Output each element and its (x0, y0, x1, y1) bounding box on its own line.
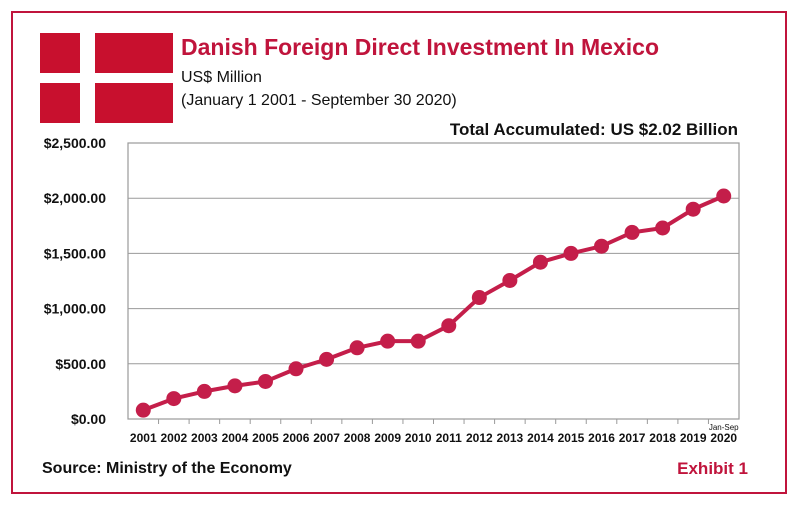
x-tick-label: 2014 (527, 431, 554, 445)
x-tick-label: 2009 (374, 431, 401, 445)
data-point (685, 201, 701, 217)
data-point (655, 220, 671, 236)
chart-title: Danish Foreign Direct Investment In Mexi… (181, 34, 659, 60)
data-point (319, 351, 335, 367)
x-tick-label: 2008 (344, 431, 371, 445)
x-tick-label: 2003 (191, 431, 218, 445)
y-tick-label: $0.00 (71, 411, 106, 427)
total-accumulated: Total Accumulated: US $2.02 Billion (449, 120, 738, 139)
x-tick-label: 2007 (313, 431, 340, 445)
grid-layer (127, 142, 740, 424)
x-tick-label: 2001 (130, 431, 157, 445)
chart-frame (11, 11, 787, 494)
y-tick-label: $1,000.00 (44, 301, 106, 317)
y-tick-label: $1,500.00 (44, 245, 106, 261)
data-point (257, 373, 273, 389)
data-point (624, 224, 640, 240)
x-tick-label: 2020 (710, 431, 737, 445)
y-tick-label: $2,000.00 (44, 190, 106, 206)
plot-area (127, 142, 740, 420)
x-tick-label: 2010 (405, 431, 432, 445)
series-layer (135, 188, 732, 418)
x-tick-label: 2002 (160, 431, 187, 445)
x-tick-label: 2005 (252, 431, 279, 445)
x-axis-labels: 2001 2002 2003 2004 2005 2006 2007 2008 2009 2010… (130, 423, 739, 445)
data-point (196, 383, 212, 399)
x-tick-label: 2016 (588, 431, 615, 445)
y-tick-label: $500.00 (55, 356, 106, 372)
data-point (349, 340, 365, 356)
x-tick-label: 2004 (222, 431, 249, 445)
x-tick-label: 2012 (466, 431, 493, 445)
data-point (502, 272, 518, 288)
data-point (563, 245, 579, 261)
data-point (135, 402, 151, 418)
x-tick-label: 2015 (558, 431, 585, 445)
data-point (227, 378, 243, 394)
x-tick-label: 2011 (436, 431, 462, 445)
x-tick-note: Jan-Sep (709, 423, 739, 432)
data-point (166, 391, 182, 407)
data-point (716, 188, 732, 204)
source-note: Source: Ministry of the Economy (42, 460, 292, 477)
data-point (288, 361, 304, 377)
chart-period: (January 1 2001 - September 30 2020) (181, 92, 457, 109)
chart-unit: US$ Million (181, 69, 262, 86)
x-tick-label: 2017 (619, 431, 646, 445)
x-tick-label: 2013 (497, 431, 524, 445)
data-point (380, 333, 396, 349)
denmark-flag-icon (40, 33, 173, 123)
y-tick-label: $2,500.00 (44, 135, 106, 151)
x-tick-label: 2018 (649, 431, 676, 445)
data-point (471, 290, 487, 306)
exhibit-label: Exhibit 1 (677, 459, 748, 478)
x-tick-label: 2006 (283, 431, 310, 445)
y-axis-labels: $0.00 $500.00 $1,000.00 $1,500.00 $2,000.00 $… (44, 135, 107, 427)
data-point (532, 254, 548, 270)
data-point (441, 318, 457, 334)
data-point (410, 333, 426, 349)
flag-cross-horizontal (40, 73, 173, 83)
data-point (594, 238, 610, 254)
x-tick-label: 2019 (680, 431, 707, 445)
